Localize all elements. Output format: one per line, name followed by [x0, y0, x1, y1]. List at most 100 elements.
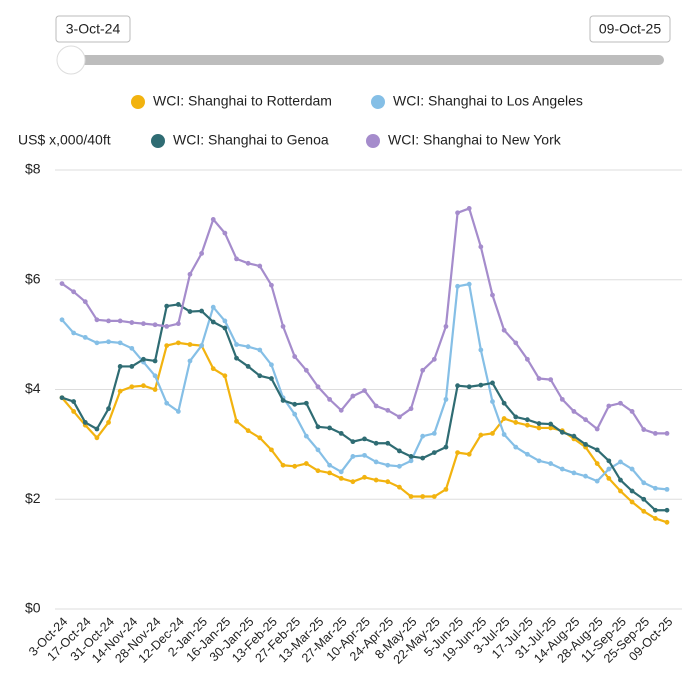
slider-track[interactable] [62, 55, 664, 65]
data-point [234, 256, 239, 262]
data-point [210, 366, 216, 372]
data-point [536, 458, 542, 464]
legend-label: WCI: Shanghai to Rotterdam [153, 93, 332, 109]
data-point [71, 409, 77, 414]
data-point [350, 393, 356, 399]
data-point [245, 344, 251, 350]
legend-marker [366, 134, 380, 148]
data-point [629, 499, 635, 505]
data-point [583, 417, 588, 423]
data-point [234, 342, 239, 347]
data-point [513, 420, 519, 425]
y-axis-label: US$ x,000/40ft [18, 132, 111, 148]
data-point [606, 466, 612, 472]
data-point [245, 364, 251, 369]
data-point [606, 475, 612, 481]
data-point [269, 282, 274, 288]
data-point [59, 281, 65, 286]
data-point [397, 463, 402, 469]
data-point [362, 474, 367, 480]
data-point [210, 319, 216, 325]
data-point [292, 463, 298, 469]
data-point [641, 496, 647, 502]
data-point [594, 461, 600, 466]
data-point [350, 439, 356, 445]
data-point [385, 462, 391, 468]
data-point [152, 358, 158, 364]
data-point [466, 281, 472, 287]
data-point [164, 303, 170, 309]
data-point [524, 422, 530, 428]
data-point [222, 230, 228, 236]
data-point [478, 347, 484, 353]
data-point [59, 317, 65, 323]
data-point [106, 318, 111, 324]
data-point [664, 486, 670, 492]
y-tick-label: $8 [25, 161, 41, 177]
data-point [129, 345, 135, 351]
data-point [222, 325, 228, 331]
data-point [129, 364, 135, 369]
data-point [548, 461, 554, 466]
data-point [652, 431, 658, 436]
data-point [664, 507, 670, 513]
legend-label: WCI: Shanghai to Los Angeles [393, 93, 583, 109]
data-point [455, 283, 460, 289]
legend-marker [131, 95, 145, 109]
data-point [513, 340, 519, 346]
slider-start-label: 3-Oct-24 [66, 21, 121, 37]
data-point [187, 358, 193, 364]
data-point [583, 441, 588, 447]
data-point [641, 480, 647, 486]
slider-handle[interactable] [56, 45, 86, 75]
data-point [234, 355, 239, 361]
data-point [257, 263, 263, 269]
data-point [245, 428, 251, 434]
data-point [210, 216, 216, 222]
legend-marker [151, 134, 165, 148]
data-point [513, 414, 519, 420]
data-point [280, 462, 286, 468]
data-point [652, 516, 658, 521]
data-point [106, 420, 111, 425]
data-point [397, 448, 402, 454]
data-point [94, 340, 100, 346]
data-point [141, 321, 146, 327]
data-point [327, 396, 332, 402]
data-point [106, 339, 111, 345]
data-point [629, 466, 635, 472]
data-point [141, 383, 146, 389]
data-point [431, 431, 437, 436]
data-point [82, 420, 88, 425]
data-point [641, 508, 647, 514]
data-point [280, 323, 286, 329]
data-point [175, 409, 181, 414]
data-point [664, 519, 670, 525]
data-point [443, 323, 449, 329]
data-point [455, 383, 460, 389]
data-point [466, 451, 472, 457]
data-point [478, 244, 484, 250]
data-point [571, 433, 577, 439]
slider-end-label: 09-Oct-25 [599, 21, 661, 37]
y-tick-label: $4 [25, 380, 41, 396]
data-point [652, 507, 658, 513]
data-point [618, 488, 623, 494]
data-point [583, 473, 588, 479]
data-point [420, 367, 426, 373]
slider-start-box [55, 15, 131, 43]
data-point [106, 406, 111, 412]
data-point [618, 459, 623, 465]
data-point [431, 494, 437, 499]
data-point [478, 432, 484, 438]
data-point [629, 488, 635, 494]
data-point [490, 399, 495, 404]
data-point [327, 425, 332, 431]
data-point [175, 321, 181, 327]
data-point [385, 407, 391, 413]
data-point [618, 400, 623, 406]
data-point [82, 334, 88, 340]
data-point [362, 452, 367, 458]
data-point [187, 342, 193, 347]
